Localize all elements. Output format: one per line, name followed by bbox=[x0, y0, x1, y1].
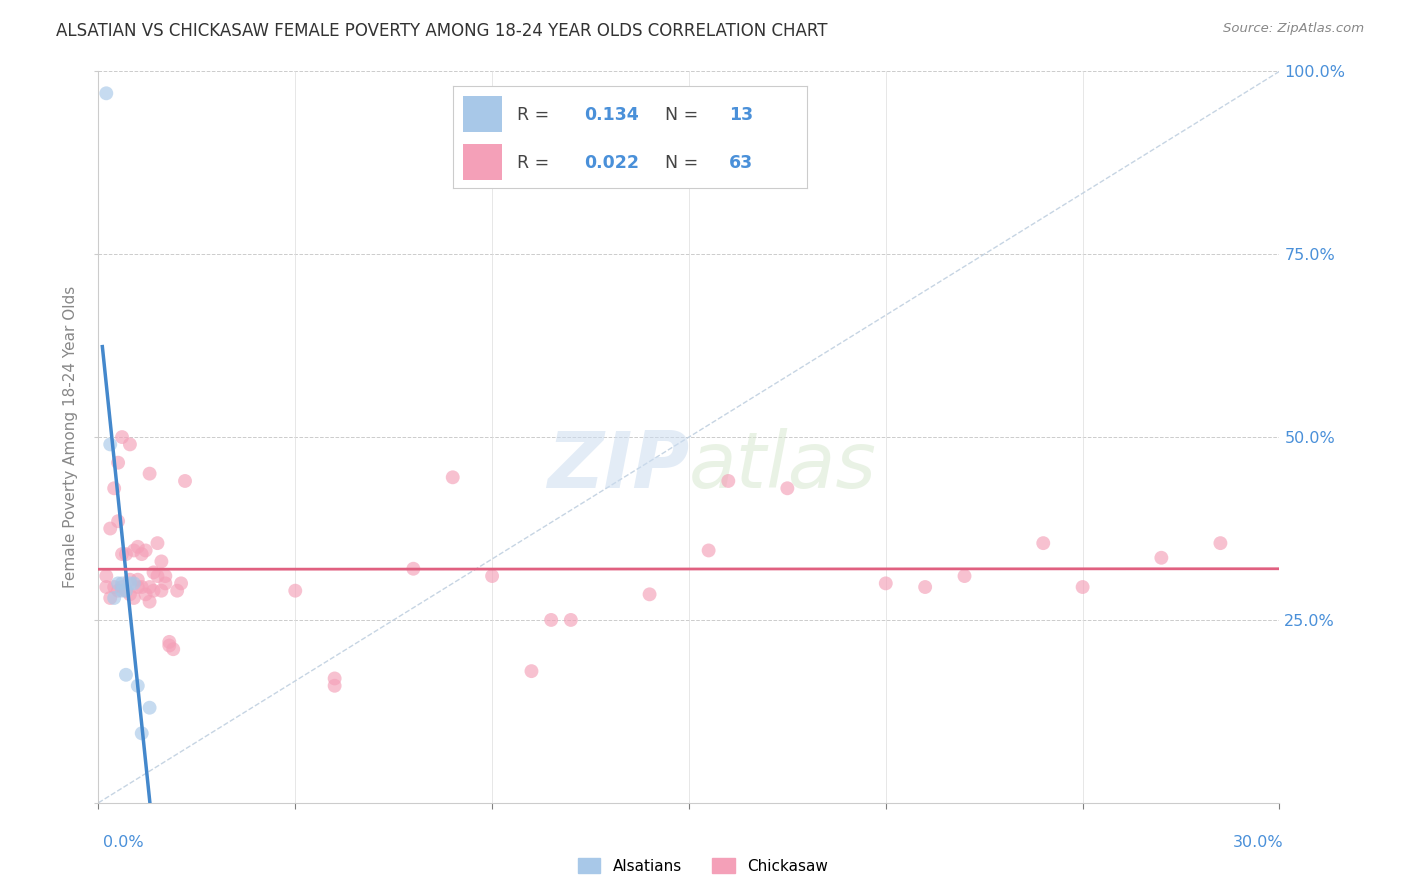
Point bbox=[155, 576, 177, 591]
Point bbox=[111, 580, 134, 594]
Point bbox=[122, 576, 145, 591]
Point bbox=[135, 543, 157, 558]
Point bbox=[323, 672, 346, 686]
Point bbox=[103, 580, 125, 594]
Point bbox=[138, 594, 160, 608]
Point bbox=[284, 583, 307, 598]
Point bbox=[402, 562, 425, 576]
Point bbox=[638, 587, 661, 601]
Point bbox=[150, 583, 173, 598]
Text: Source: ZipAtlas.com: Source: ZipAtlas.com bbox=[1223, 22, 1364, 36]
Point bbox=[131, 547, 153, 561]
Point bbox=[520, 664, 543, 678]
Point bbox=[111, 430, 134, 444]
Point bbox=[131, 726, 153, 740]
Point bbox=[107, 583, 129, 598]
Y-axis label: Female Poverty Among 18-24 Year Olds: Female Poverty Among 18-24 Year Olds bbox=[63, 286, 79, 588]
Point bbox=[1150, 550, 1173, 565]
Point bbox=[98, 437, 121, 451]
Point bbox=[98, 591, 121, 605]
Point bbox=[540, 613, 562, 627]
Point bbox=[118, 437, 141, 451]
Point bbox=[150, 554, 173, 568]
Point bbox=[697, 543, 720, 558]
Point bbox=[914, 580, 936, 594]
Point bbox=[170, 576, 193, 591]
Point bbox=[138, 467, 160, 481]
Point bbox=[1032, 536, 1054, 550]
Point bbox=[127, 580, 149, 594]
Point bbox=[441, 470, 464, 484]
Point bbox=[103, 591, 125, 605]
Point bbox=[138, 580, 160, 594]
Point bbox=[157, 635, 180, 649]
Point bbox=[118, 573, 141, 587]
Point bbox=[174, 474, 197, 488]
Point bbox=[1209, 536, 1232, 550]
Point bbox=[875, 576, 897, 591]
Point bbox=[560, 613, 582, 627]
Point bbox=[481, 569, 503, 583]
Point bbox=[111, 547, 134, 561]
Point bbox=[107, 576, 129, 591]
Point bbox=[146, 569, 169, 583]
Point bbox=[115, 583, 138, 598]
Point bbox=[155, 569, 177, 583]
Point bbox=[96, 580, 118, 594]
Point bbox=[115, 547, 138, 561]
Point bbox=[131, 580, 153, 594]
Point bbox=[776, 481, 799, 495]
Point bbox=[111, 583, 134, 598]
Point bbox=[107, 514, 129, 528]
Point bbox=[118, 587, 141, 601]
Point bbox=[96, 87, 118, 101]
Point bbox=[157, 639, 180, 653]
Text: ALSATIAN VS CHICKASAW FEMALE POVERTY AMONG 18-24 YEAR OLDS CORRELATION CHART: ALSATIAN VS CHICKASAW FEMALE POVERTY AMO… bbox=[56, 22, 828, 40]
Point bbox=[323, 679, 346, 693]
Text: 0.0%: 0.0% bbox=[103, 836, 143, 850]
Point bbox=[953, 569, 976, 583]
Point bbox=[717, 474, 740, 488]
Point bbox=[127, 540, 149, 554]
Point bbox=[138, 700, 160, 714]
Point bbox=[127, 573, 149, 587]
Point bbox=[127, 679, 149, 693]
Point bbox=[122, 591, 145, 605]
Point bbox=[166, 583, 188, 598]
Point bbox=[122, 543, 145, 558]
Point bbox=[111, 576, 134, 591]
Point bbox=[98, 521, 121, 535]
Point bbox=[115, 583, 138, 598]
Legend: Alsatians, Chickasaw: Alsatians, Chickasaw bbox=[571, 852, 835, 880]
Point bbox=[162, 642, 184, 657]
Point bbox=[115, 667, 138, 681]
Point bbox=[135, 587, 157, 601]
Point bbox=[103, 481, 125, 495]
Text: atlas: atlas bbox=[689, 428, 877, 504]
Point bbox=[107, 456, 129, 470]
Point bbox=[146, 536, 169, 550]
Text: 30.0%: 30.0% bbox=[1233, 836, 1284, 850]
Point bbox=[142, 583, 165, 598]
Text: ZIP: ZIP bbox=[547, 428, 689, 504]
Point bbox=[96, 569, 118, 583]
Point bbox=[1071, 580, 1094, 594]
Point bbox=[118, 576, 141, 591]
Point bbox=[142, 566, 165, 580]
